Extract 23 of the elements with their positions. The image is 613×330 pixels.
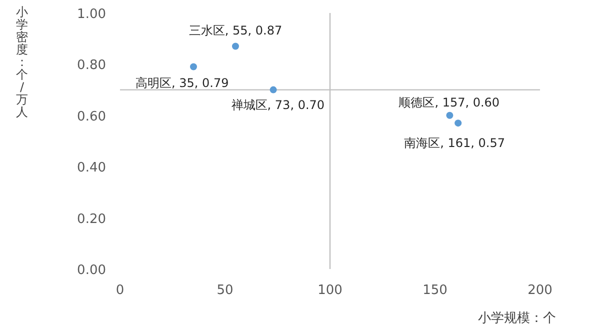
y-tick-label: 1.00: [77, 7, 106, 22]
x-tick-label: 0: [116, 283, 124, 298]
data-label: 高明区, 35, 0.79: [136, 76, 229, 90]
point: [270, 86, 277, 94]
point: [232, 42, 239, 50]
x-tick-label: 50: [216, 283, 234, 298]
x-axis-title: 小学规模：个: [478, 311, 556, 326]
x-tick-label: 100: [318, 283, 342, 298]
y-tick-label: 0.60: [77, 109, 106, 124]
data-label: 三水区, 55, 0.87: [188, 23, 282, 38]
y-tick-label: 0.80: [77, 58, 106, 74]
x-tick-label: 150: [422, 283, 448, 298]
y-tick-label: 0.20: [77, 212, 106, 227]
data-label: 南海区, 161, 0.57: [404, 136, 505, 150]
x-tick-label: 200: [528, 283, 552, 298]
data-label: 禅城区, 73, 0.70: [231, 98, 325, 112]
data-label: 顺德区, 157, 0.60: [398, 95, 500, 110]
point: [454, 120, 462, 127]
point: [446, 112, 454, 119]
point: [190, 63, 197, 70]
y-tick-label: 0.40: [77, 160, 106, 176]
y-tick-label: 0.00: [77, 263, 106, 278]
text: 小学密度：个/万人: [16, 5, 28, 119]
